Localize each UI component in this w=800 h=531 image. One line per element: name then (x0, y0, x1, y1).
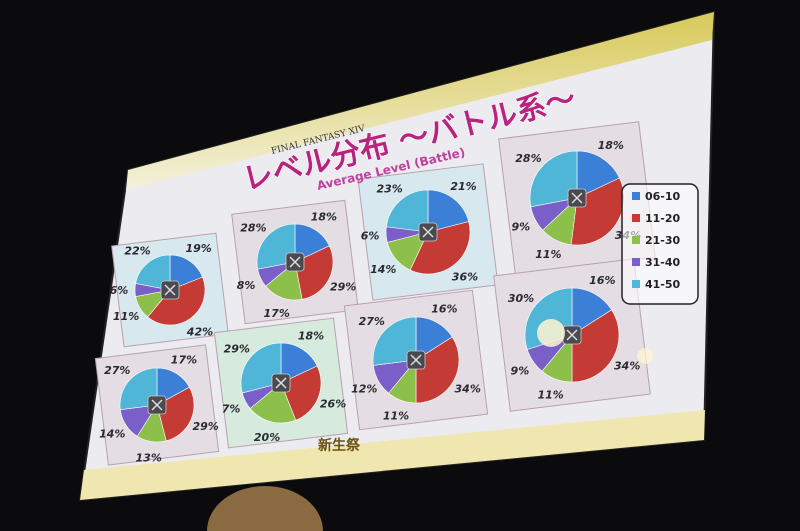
legend-swatch (632, 280, 640, 288)
pie-slice-06-10 (427, 189, 470, 233)
pie-data-label: 26% (320, 398, 346, 411)
screen-bottom-band (80, 410, 705, 500)
pie-data-label: 29% (224, 343, 250, 356)
pie-data-label: 27% (359, 315, 385, 328)
pie-slice-41-50 (372, 316, 417, 366)
legend-swatch (632, 214, 640, 222)
pie-data-label: 16% (589, 274, 615, 287)
pie-data-label: 11% (537, 388, 563, 401)
pie-data-label: 11% (113, 310, 139, 323)
pie-slice-06-10 (576, 150, 620, 199)
speaker-head (207, 486, 323, 531)
pie-data-label: 6% (110, 284, 129, 297)
pie-data-label: 23% (376, 182, 402, 195)
pie-data-label: 8% (237, 279, 256, 292)
pie-slice-06-10 (280, 342, 318, 384)
legend-label: 41-50 (645, 278, 681, 291)
pie-data-label: 18% (311, 210, 337, 223)
legend-label: 21-30 (645, 234, 681, 247)
pie-data-label: 19% (185, 242, 211, 255)
legend-swatch (632, 192, 640, 200)
pie-data-label: 28% (515, 152, 541, 165)
pie-slice-06-10 (294, 223, 330, 263)
crossed-swords-icon-glyph (164, 284, 176, 296)
pie-slice-21-30 (249, 382, 297, 424)
pie-data-label: 34% (455, 382, 481, 395)
pie-data-label: 11% (535, 248, 561, 261)
pie-data-label: 22% (124, 245, 150, 258)
legend-label: 11-20 (645, 212, 681, 225)
fist-icon-glyph (289, 256, 301, 268)
pie-data-label: 14% (99, 427, 125, 440)
pie-chart: 19% 42% 11% 6% 22% (110, 242, 213, 338)
pie-data-label: 17% (264, 307, 290, 320)
pie-chart: 18% 29% 17% 8% 28% (237, 210, 356, 319)
legend-label: 06-10 (645, 190, 681, 203)
pie-slice-11-20 (571, 309, 620, 383)
pie-data-label: 9% (512, 221, 531, 234)
staff-icon-glyph (275, 377, 287, 389)
pie-slice-41-50 (240, 342, 282, 394)
pie-data-label: 17% (171, 353, 197, 366)
pie-chart: 17% 29% 13% 14% 27% (99, 353, 219, 464)
pie-data-label: 30% (508, 292, 534, 305)
pie-data-label: 29% (192, 420, 218, 433)
pie-data-label: 14% (370, 263, 396, 276)
pie-charts: 19%42%11%6%22%18%29%17%8%28%21%36%14%6%2… (99, 139, 641, 465)
legend-swatch (632, 258, 640, 266)
pie-data-label: 27% (104, 364, 130, 377)
pie-data-label: 18% (598, 139, 624, 152)
pie-data-label: 7% (222, 402, 241, 415)
book-icon-glyph (566, 329, 578, 341)
pie-slice-06-10 (571, 287, 613, 336)
pie-chart: 16% 34% 11% 12% 27% (351, 302, 481, 422)
pie-chart: 18% 26% 20% 7% 29% (222, 330, 346, 445)
axes-icon-glyph (422, 226, 434, 238)
legend-swatch (632, 236, 640, 244)
pie-data-label: 9% (511, 364, 530, 377)
pie-slice-41-50 (135, 254, 171, 291)
pie-slice-11-20 (280, 365, 322, 421)
pie-data-label: 28% (240, 222, 266, 235)
glare (637, 348, 653, 364)
pie-slice-41-50 (529, 150, 578, 208)
pie-data-label: 18% (298, 330, 324, 343)
pie-data-label: 16% (431, 302, 457, 315)
claw-icon-glyph (410, 354, 422, 366)
glare (537, 319, 565, 347)
pie-data-label: 12% (351, 382, 377, 395)
pie-chart: 18%34%11%9%28% (512, 139, 642, 261)
pie-data-label: 6% (361, 230, 380, 243)
pie-chart: 16% 34% 11% 9% 30% (508, 274, 641, 401)
pie-chart: 21% 36% 14% 6% 23% (361, 180, 478, 284)
footer-logo: 新生祭 (318, 437, 361, 454)
pie-data-label: 13% (136, 451, 162, 464)
pie-slice-11-20 (147, 276, 206, 326)
pie-data-label: 20% (254, 431, 280, 444)
legend: 06-10 11-20 21-30 31-40 41-50 (621, 183, 699, 305)
pie-data-label: 42% (186, 325, 213, 338)
bow-icon-glyph (151, 399, 163, 411)
pie-slice-11-20 (415, 336, 460, 404)
spear-icon-glyph (571, 192, 583, 204)
pie-slice-11-20 (294, 245, 334, 300)
pie-slice-41-50 (385, 189, 429, 233)
pie-data-label: 11% (383, 410, 409, 423)
legend-label: 31-40 (645, 256, 681, 269)
pie-data-label: 36% (452, 271, 478, 284)
pie-slice-11-20 (409, 221, 471, 275)
pie-data-label: 34% (614, 359, 640, 372)
pie-data-label: 29% (330, 281, 356, 294)
pie-slice-41-50 (256, 223, 296, 270)
pie-data-label: 21% (450, 180, 476, 193)
legend-box (621, 183, 699, 305)
screen-top-band (126, 12, 714, 190)
